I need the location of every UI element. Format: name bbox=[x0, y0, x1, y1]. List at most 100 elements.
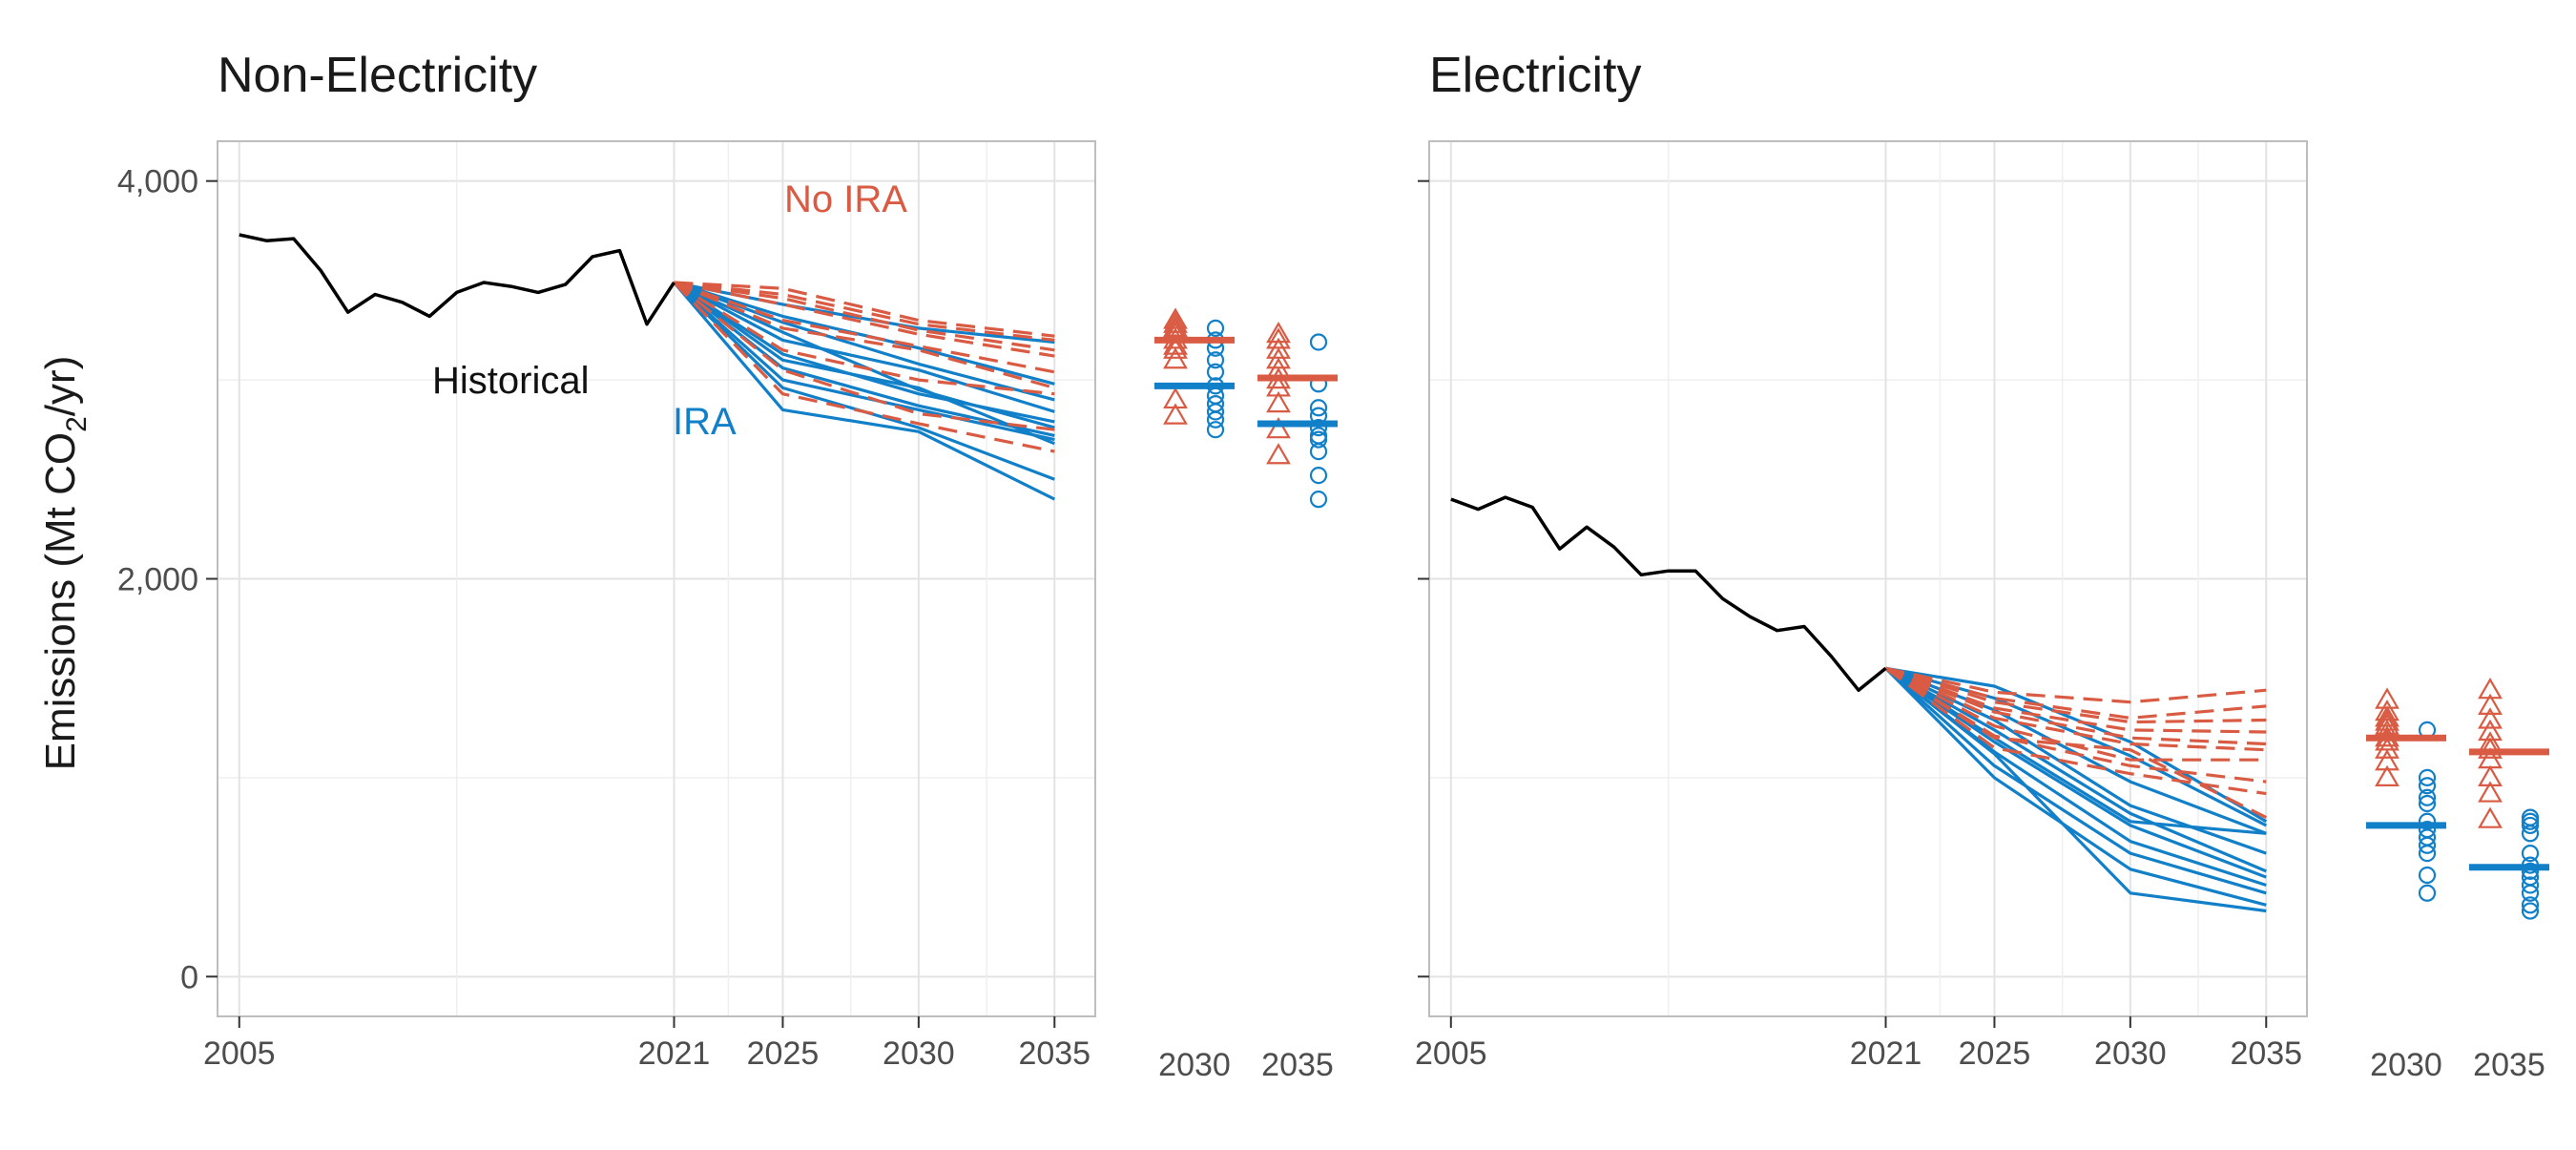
electricity-no-ira-line bbox=[1884, 667, 2267, 796]
non-electricity-ira-point bbox=[1309, 419, 1328, 437]
non-electricity-summary-label: 2035 bbox=[1261, 1047, 1334, 1083]
electricity-no-ira-point bbox=[2478, 781, 2503, 803]
electricity-ira-line bbox=[1884, 666, 2267, 873]
summary-layer bbox=[1154, 307, 2549, 920]
electricity-no-ira-point bbox=[2375, 713, 2399, 735]
non-electricity-ira-point bbox=[1206, 351, 1225, 369]
non-electricity-x-tick-label: 2005 bbox=[203, 1035, 276, 1072]
non-electricity-no-ira-point bbox=[1163, 387, 1188, 409]
non-electricity-x-tick-label: 2035 bbox=[1018, 1035, 1091, 1072]
non-electricity-ira-line bbox=[674, 281, 1055, 345]
electricity-no-ira-line bbox=[1884, 666, 2267, 734]
non-electricity-ira-point bbox=[1309, 333, 1328, 351]
electricity-ira-point bbox=[2418, 836, 2437, 854]
electricity-ira-point bbox=[2418, 884, 2437, 902]
non-electricity-ira-line bbox=[673, 281, 1056, 501]
electricity-panel-title: Electricity bbox=[1429, 48, 1641, 103]
electricity-no-ira-point bbox=[2478, 737, 2503, 759]
non-electricity-no-ira-point bbox=[1163, 333, 1188, 355]
electricity-summary-label: 2030 bbox=[2370, 1047, 2442, 1083]
electricity-ira-point bbox=[2521, 845, 2540, 863]
electricity-no-ira-line bbox=[1885, 666, 2267, 724]
electricity-ira-point bbox=[2521, 896, 2540, 914]
non-electricity-no-ira-point bbox=[1163, 403, 1188, 425]
non-electricity-no-ira-point bbox=[1266, 416, 1291, 439]
electricity-ira-line bbox=[1884, 667, 2267, 913]
electricity-ira-line bbox=[1885, 666, 2268, 827]
non-electricity-no-ira-point bbox=[1266, 375, 1291, 397]
electricity-no-ira-point bbox=[2375, 737, 2399, 759]
non-electricity-no-ira-point bbox=[1266, 443, 1291, 465]
electricity-no-ira-point bbox=[2478, 693, 2503, 715]
non-electricity-x-tick-label: 2030 bbox=[883, 1035, 955, 1072]
non-electricity-ira-line bbox=[673, 281, 1055, 413]
electricity-no-ira-point bbox=[2478, 678, 2503, 700]
non-electricity-panel-title: Non-Electricity bbox=[218, 48, 537, 103]
text-layer: 0 2,000 4,000 2005 2021 2025 2030 2035 Non-Elect… bbox=[117, 48, 2545, 1083]
non-electricity-no-ira-point bbox=[1163, 347, 1188, 369]
non-electricity-ira-point bbox=[1206, 403, 1225, 421]
electricity-historical-line bbox=[1450, 495, 1887, 692]
non-electricity-ira-point bbox=[1309, 430, 1328, 449]
grid-layer bbox=[206, 140, 2308, 1028]
non-electricity-x-tick-label: 2025 bbox=[747, 1035, 820, 1072]
electricity-ira-point bbox=[2418, 845, 2437, 863]
non-electricity-ira-point bbox=[1206, 363, 1225, 381]
electricity-ira-line bbox=[1884, 667, 2267, 895]
electricity-ira-point bbox=[2418, 794, 2437, 813]
electricity-no-ira-line bbox=[1885, 666, 2267, 704]
non-electricity-summary-label: 2030 bbox=[1158, 1047, 1231, 1083]
electricity-x-tick-label: 2021 bbox=[1850, 1035, 1922, 1072]
electricity-ira-point bbox=[2418, 768, 2437, 787]
electricity-ira-point bbox=[2418, 866, 2437, 885]
electricity-x-tick-label: 2030 bbox=[2094, 1035, 2167, 1072]
electricity-no-ira-point bbox=[2375, 749, 2399, 771]
non-electricity-ira-point bbox=[1206, 319, 1225, 338]
electricity-no-ira-line bbox=[1884, 666, 2268, 820]
non-electricity-no-ira-point bbox=[1266, 390, 1291, 413]
electricity-no-ira-line bbox=[1885, 666, 2267, 721]
series-layer bbox=[239, 233, 2268, 913]
non-electricity-ira-point bbox=[1309, 491, 1328, 509]
electricity-ira-point bbox=[2521, 884, 2540, 902]
y-tick-label: 0 bbox=[180, 959, 198, 995]
non-electricity-no-ira-point bbox=[1163, 311, 1188, 333]
electricity-summary-label: 2035 bbox=[2473, 1047, 2545, 1083]
ira-annotation: IRA bbox=[673, 401, 737, 443]
non-electricity-ira-line bbox=[673, 281, 1055, 442]
electricity-no-ira-point bbox=[2375, 764, 2399, 787]
non-electricity-no-ira-point bbox=[1266, 321, 1291, 344]
non-electricity-no-ira-line bbox=[673, 281, 1055, 431]
non-electricity-ira-line bbox=[673, 281, 1055, 429]
non-electricity-ira-point bbox=[1309, 467, 1328, 485]
electricity-x-tick-label: 2035 bbox=[2230, 1035, 2302, 1072]
y-tick-label: 4,000 bbox=[117, 164, 198, 200]
non-electricity-ira-line bbox=[673, 281, 1055, 481]
electricity-ira-line bbox=[1885, 666, 2268, 824]
non-electricity-no-ira-line bbox=[674, 281, 1055, 342]
non-electricity-no-ira-line bbox=[674, 281, 1055, 358]
electricity-x-tick-label: 2025 bbox=[1959, 1035, 2031, 1072]
y-axis-label: Emissions (Mt CO2/yr) bbox=[37, 356, 93, 771]
electricity-ira-line bbox=[1884, 666, 2267, 879]
non-electricity-historical-line bbox=[239, 233, 675, 326]
electricity-ira-point bbox=[2418, 777, 2437, 795]
electricity-ira-point bbox=[2521, 876, 2540, 894]
non-electricity-no-ira-line bbox=[673, 281, 1055, 396]
historical-annotation: Historical bbox=[432, 360, 589, 402]
electricity-no-ira-point bbox=[2478, 806, 2503, 828]
electricity-no-ira-line bbox=[1884, 666, 2267, 746]
y-tick-label: 2,000 bbox=[117, 562, 198, 598]
non-electricity-ira-point bbox=[1206, 421, 1225, 439]
electricity-ira-point bbox=[2418, 788, 2437, 806]
electricity-x-tick-label: 2005 bbox=[1415, 1035, 1487, 1072]
non-electricity-no-ira-point bbox=[1163, 337, 1188, 359]
non-electricity-ira-line bbox=[673, 281, 1055, 446]
non-electricity-ira-point bbox=[1206, 410, 1225, 429]
non-electricity-no-ira-line bbox=[673, 281, 1055, 374]
electricity-ira-point bbox=[2521, 816, 2540, 835]
electricity-no-ira-point bbox=[2478, 707, 2503, 729]
non-electricity-no-ira-line bbox=[674, 281, 1055, 352]
